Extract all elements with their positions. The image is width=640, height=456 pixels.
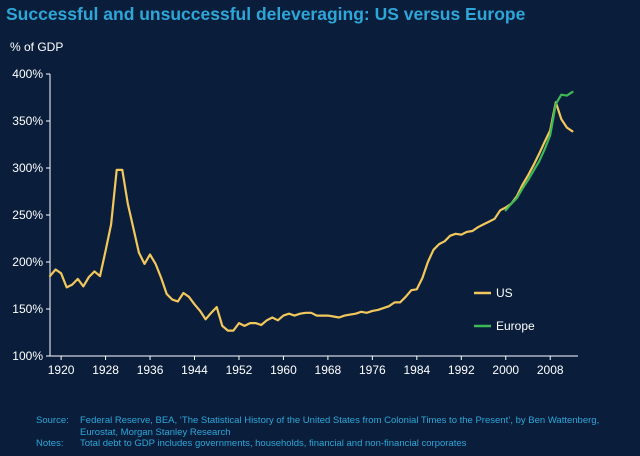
chart-footer: Source: Federal Reserve, BEA, ‘The Stati… [36,415,636,450]
source-row: Source: Federal Reserve, BEA, ‘The Stati… [36,415,636,438]
notes-label: Notes: [36,438,64,449]
y-tick-label: 200% [12,255,43,269]
y-axis-unit-label: % of GDP [10,40,64,54]
y-tick-label: 250% [12,208,43,222]
x-tick-label: 1928 [92,363,119,377]
legend-label-europe: Europe [496,319,535,333]
x-tick-label: 1984 [403,363,430,377]
legend-label-us: US [496,286,513,300]
y-tick-label: 100% [12,349,43,363]
y-tick-label: 150% [12,302,43,316]
x-tick-label: 1920 [48,363,75,377]
source-text: Federal Reserve, BEA, ‘The Statistical H… [80,415,600,438]
x-tick-label: 2008 [537,363,564,377]
x-tick-label: 1960 [270,363,297,377]
notes-text: Total debt to GDP includes governments, … [80,438,467,449]
x-tick-label: 1944 [181,363,208,377]
source-label: Source: [36,415,69,426]
series-line-us [48,101,574,332]
x-tick-label: 1992 [448,363,475,377]
x-tick-label: 1936 [137,363,164,377]
y-tick-label: 300% [12,161,43,175]
y-tick-label: 350% [12,114,43,128]
series-line-europe [504,90,574,212]
x-tick-label: 2000 [492,363,519,377]
x-tick-label: 1968 [315,363,342,377]
x-tick-label: 1952 [226,363,253,377]
notes-row: Notes: Total debt to GDP includes govern… [36,438,636,450]
chart-title: Successful and unsuccessful deleveraging… [6,4,526,24]
y-tick-label: 400% [12,67,43,81]
x-tick-label: 1976 [359,363,386,377]
